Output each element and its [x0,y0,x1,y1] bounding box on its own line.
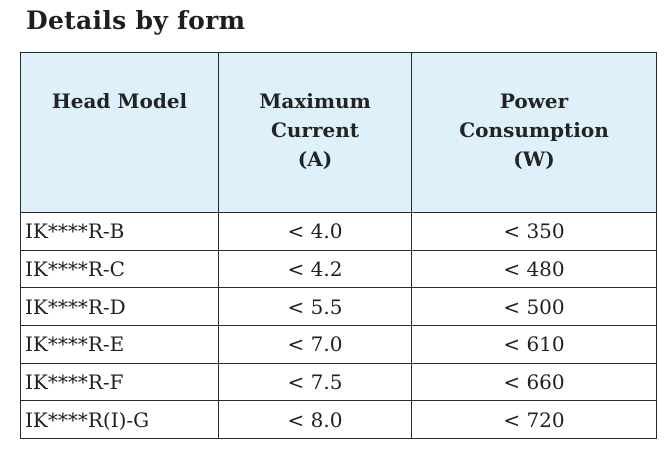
table-header-row: Head Model Maximum Current (A) Power Con… [20,52,657,213]
table-row: IK****R-C < 4.2 < 480 [20,249,657,289]
cell-maximum-current: < 4.0 [218,212,412,251]
cell-maximum-current: < 4.2 [218,249,412,289]
table-row: IK****R-F < 7.5 < 660 [20,362,657,402]
cell-head-model: IK****R-E [20,325,219,364]
table-row: IK****R-B < 4.0 < 350 [20,212,657,251]
table-row: IK****R-D < 5.5 < 500 [20,287,657,327]
header-head-model-line-1: Head Model [51,89,188,113]
cell-head-model: IK****R-C [20,249,219,289]
cell-power-consumption: < 480 [411,249,657,289]
header-power-consumption-line-3: (W) [513,147,555,171]
header-power-consumption-line-2: Consumption [459,118,609,142]
table-row: IK****R(I)-G < 8.0 < 720 [20,400,657,440]
details-table: Head Model Maximum Current (A) Power Con… [20,52,657,440]
header-power-consumption: Power Consumption (W) [411,52,657,213]
cell-head-model: IK****R-D [20,287,219,327]
cell-power-consumption: < 660 [411,362,657,402]
header-head-model: Head Model [20,52,219,213]
header-maximum-current: Maximum Current (A) [218,52,412,213]
cell-head-model: IK****R(I)-G [20,400,219,440]
cell-power-consumption: < 500 [411,287,657,327]
cell-maximum-current: < 7.5 [218,362,412,402]
page-title: Details by form [26,6,246,35]
table-row: IK****R-E < 7.0 < 610 [20,325,657,364]
cell-maximum-current: < 5.5 [218,287,412,327]
cell-maximum-current: < 7.0 [218,325,412,364]
header-maximum-current-line-2: Current [270,118,360,142]
cell-head-model: IK****R-F [20,362,219,402]
header-maximum-current-line-1: Maximum [259,89,371,113]
cell-power-consumption: < 720 [411,400,657,440]
cell-head-model: IK****R-B [20,212,219,251]
cell-power-consumption: < 350 [411,212,657,251]
cell-maximum-current: < 8.0 [218,400,412,440]
header-maximum-current-line-3: (A) [297,147,333,171]
cell-power-consumption: < 610 [411,325,657,364]
header-power-consumption-line-1: Power [499,89,569,113]
